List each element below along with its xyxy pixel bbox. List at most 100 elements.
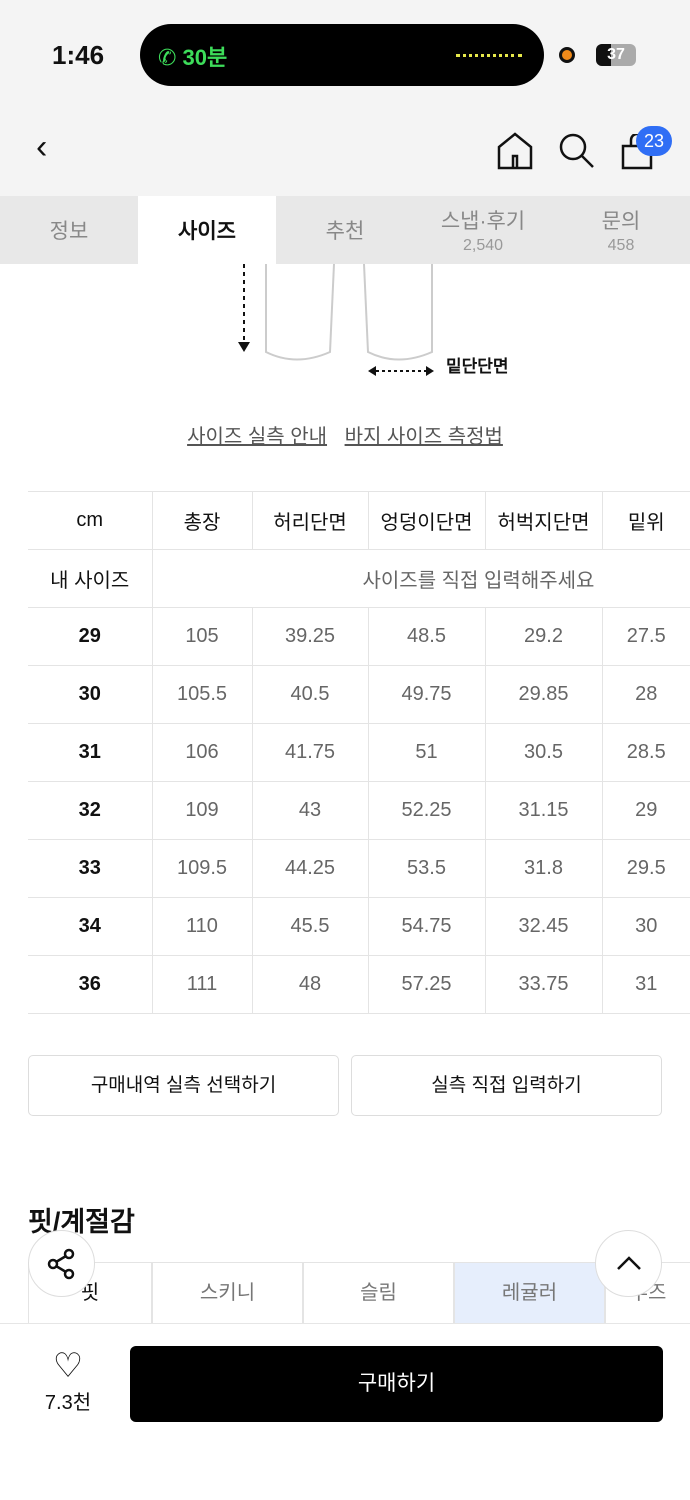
measurement-cell: 106	[151, 723, 253, 782]
column-header: cm	[28, 491, 153, 550]
table-row: 30 105.5 40.5 49.75 29.85 28	[28, 665, 690, 724]
bottom-bar: ♡ 7.3천 구매하기	[0, 1323, 690, 1500]
measurement-cell: 49.75	[367, 665, 486, 724]
tab-size[interactable]: 사이즈	[138, 196, 276, 264]
search-icon[interactable]	[558, 132, 596, 170]
battery-icon: 37	[596, 44, 636, 66]
fit-section-title: 핏/계절감	[28, 1207, 135, 1237]
measurement-cell: 109.5	[151, 839, 253, 898]
measurement-cell: 45.5	[251, 897, 369, 956]
direct-input-button[interactable]: 실측 직접 입력하기	[351, 1055, 662, 1116]
measurement-cell: 27.5	[601, 607, 690, 666]
tab-qna[interactable]: 문의 458	[552, 196, 690, 264]
measurement-cell: 30.5	[484, 723, 603, 782]
measurement-cell: 30	[601, 897, 690, 956]
status-bar: 1:46 ✆ 30분 37	[0, 0, 690, 100]
column-header: 허벅지단면	[484, 491, 603, 550]
size-cell: 36	[28, 955, 153, 1014]
tab-info[interactable]: 정보	[0, 196, 138, 264]
measurement-cell: 111	[151, 955, 253, 1014]
like-button[interactable]: ♡ 7.3천	[30, 1346, 106, 1415]
measurement-cell: 43	[251, 781, 369, 840]
measurement-cell: 105	[151, 607, 253, 666]
measurement-cell: 48.5	[367, 607, 486, 666]
measurement-cell: 33.75	[484, 955, 603, 1014]
measurement-cell: 110	[151, 897, 253, 956]
tab-label: 스냅·후기	[440, 210, 526, 233]
cart-badge: 23	[636, 126, 672, 156]
waveform-icon	[456, 54, 522, 57]
size-guide-link[interactable]: 사이즈 실측 안내	[187, 426, 328, 448]
share-icon	[47, 1248, 74, 1280]
measurement-cell: 52.25	[367, 781, 486, 840]
home-icon[interactable]	[496, 132, 534, 170]
measurement-cell: 28.5	[601, 723, 690, 782]
size-cell: 34	[28, 897, 153, 956]
my-size-row: 내 사이즈 사이즈를 직접 입력해주세요	[28, 549, 690, 608]
measurement-cell: 32.45	[484, 897, 603, 956]
column-header: 엉덩이단면	[367, 491, 486, 550]
share-button[interactable]	[28, 1230, 95, 1297]
measurement-cell: 54.75	[367, 897, 486, 956]
tab-reviews[interactable]: 스냅·후기 2,540	[414, 196, 552, 264]
buy-button[interactable]: 구매하기	[130, 1346, 663, 1422]
call-indicator: ✆ 30분	[158, 45, 228, 70]
measure-method-link[interactable]: 바지 사이즈 측정법	[344, 426, 503, 448]
size-cell: 33	[28, 839, 153, 898]
measurement-cell: 29	[601, 781, 690, 840]
tab-bar: 정보 사이즈 추천 스냅·후기 2,540 문의 458	[0, 196, 690, 264]
table-row: 29 105 39.25 48.5 29.2 27.5	[28, 607, 690, 666]
table-row: 34 110 45.5 54.75 32.45 30	[28, 897, 690, 956]
tab-count: 458	[607, 237, 635, 254]
size-cell: 31	[28, 723, 153, 782]
top-nav: ‹	[0, 100, 690, 196]
measurement-cell: 44.25	[251, 839, 369, 898]
recording-dot-icon	[559, 47, 575, 63]
measurement-cell: 41.75	[251, 723, 369, 782]
heart-icon: ♡	[52, 1347, 84, 1385]
measurement-cell: 40.5	[251, 665, 369, 724]
column-header: 총장	[151, 491, 253, 550]
measurement-cell: 39.25	[251, 607, 369, 666]
measurement-cell: 109	[151, 781, 253, 840]
my-size-label: 내 사이즈	[28, 549, 153, 608]
table-row: 32 109 43 52.25 31.15 29	[28, 781, 690, 840]
table-row: 33 109.5 44.25 53.5 31.8 29.5	[28, 839, 690, 898]
measurement-cell: 57.25	[367, 955, 486, 1014]
measurement-cell: 29.85	[484, 665, 603, 724]
tab-label: 문의	[601, 210, 641, 233]
tab-label: 추천	[325, 220, 365, 243]
fit-option: 스키니	[152, 1262, 303, 1324]
fit-option: 슬림	[303, 1262, 454, 1324]
size-cell: 30	[28, 665, 153, 724]
measurement-cell: 31.15	[484, 781, 603, 840]
measurement-cell: 51	[367, 723, 486, 782]
measurement-cell: 31.8	[484, 839, 603, 898]
measurement-cell: 48	[251, 955, 369, 1014]
back-icon[interactable]: ‹	[36, 128, 48, 166]
dynamic-island[interactable]: ✆ 30분	[140, 24, 544, 86]
tab-label: 정보	[49, 220, 89, 243]
measurement-cell: 31	[601, 955, 690, 1014]
measurement-cell: 29.2	[484, 607, 603, 666]
tab-recommend[interactable]: 추천	[276, 196, 414, 264]
fit-option-selected: 레귤러	[454, 1262, 605, 1324]
measurement-cell: 29.5	[601, 839, 690, 898]
measurement-cell: 53.5	[367, 839, 486, 898]
scroll-top-button[interactable]	[595, 1230, 662, 1297]
tab-label: 사이즈	[178, 220, 236, 243]
my-size-input[interactable]: 사이즈를 직접 입력해주세요	[151, 549, 690, 608]
battery-level: 37	[607, 46, 625, 63]
size-cell: 29	[28, 607, 153, 666]
size-links: 사이즈 실측 안내 바지 사이즈 측정법	[0, 420, 690, 449]
measurement-cell: 105.5	[151, 665, 253, 724]
column-header: 밑위	[601, 491, 690, 550]
like-count: 7.3천	[44, 1392, 92, 1414]
clock: 1:46	[52, 40, 105, 70]
tab-count: 2,540	[462, 237, 504, 254]
size-cell: 32	[28, 781, 153, 840]
table-row: 31 106 41.75 51 30.5 28.5	[28, 723, 690, 782]
table-row: 36 111 48 57.25 33.75 31	[28, 955, 690, 1014]
purchase-history-button[interactable]: 구매내역 실측 선택하기	[28, 1055, 339, 1116]
table-header: cm 총장 허리단면 엉덩이단면 허벅지단면 밑위	[28, 491, 690, 550]
